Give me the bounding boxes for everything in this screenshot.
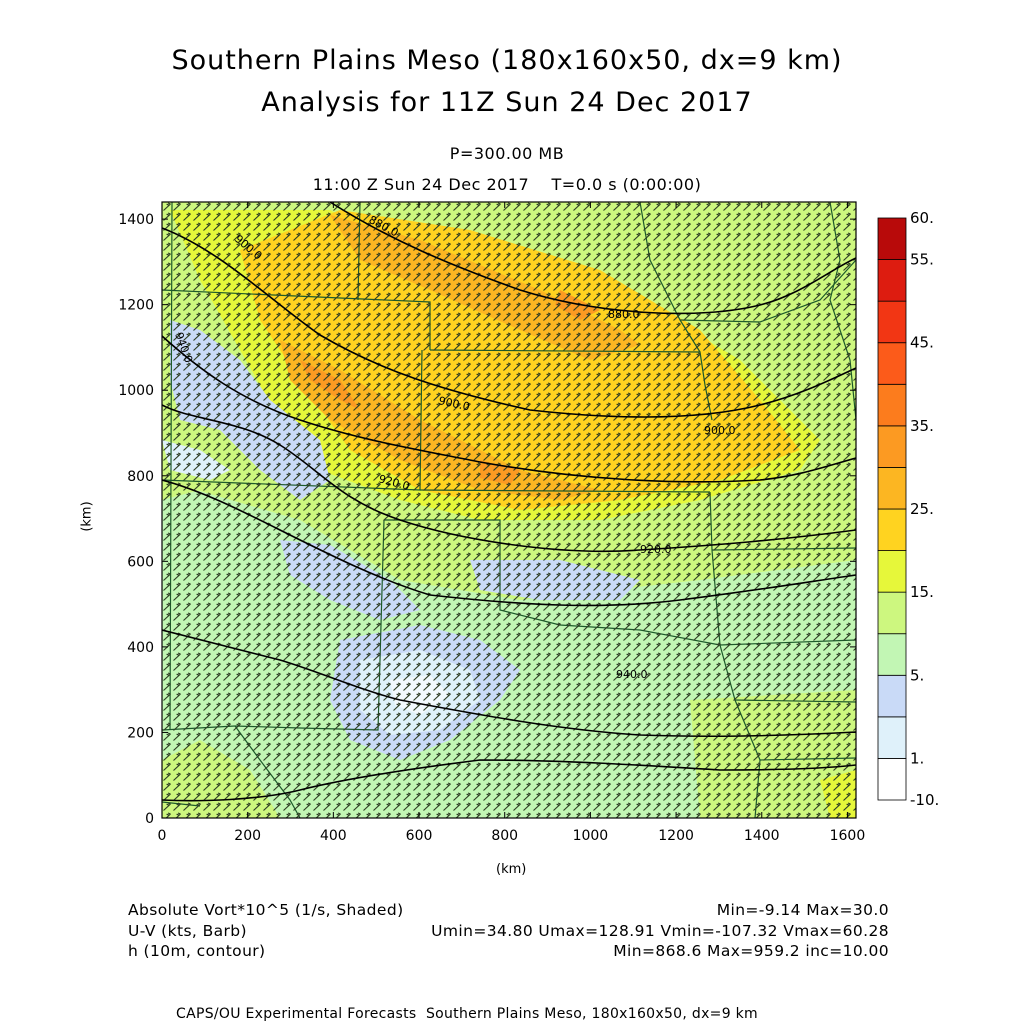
legend-var3-name: h (10m, contour) [128, 942, 266, 960]
colorbar-swatch [877, 674, 907, 718]
y-tick-label: 800 [127, 469, 154, 485]
x-tick-label: 200 [234, 828, 261, 844]
height-contours [162, 202, 856, 802]
y-axis-unit: (km) [79, 501, 95, 532]
colorbar-label: 25. [910, 500, 934, 518]
wind-barbs [162, 202, 856, 818]
contour-label: 940.0 [616, 668, 648, 681]
contour-label: 880.0 [608, 308, 640, 321]
y-tick-label: 200 [127, 725, 154, 741]
colorbar-swatch [877, 508, 907, 551]
contour-label: 920.0 [640, 543, 672, 556]
colorbar-swatch [877, 550, 907, 593]
legend-var1-name: Absolute Vort*10^5 (1/s, Shaded) [128, 901, 404, 919]
pressure-level: P=300.00 MB [449, 144, 565, 163]
contour-label: 900.0 [437, 394, 471, 413]
colorbar-swatch [877, 217, 907, 260]
colorbar-label: 15. [910, 583, 934, 601]
legend-var3-stats: Min=868.6 Max=959.2 inc=10.00 [613, 942, 889, 960]
legend-var2-stats: Umin=34.80 Umax=128.91 Vmin=-107.32 Vmax… [431, 922, 889, 940]
x-tick-label: 800 [491, 828, 518, 844]
footer-credit: CAPS/OU Experimental Forecasts Southern … [176, 1006, 758, 1022]
colorbar-label: 45. [910, 334, 934, 352]
contour-label: 900.0 [704, 424, 736, 437]
x-tick-label: 1000 [573, 828, 609, 844]
y-tick-label: 1400 [118, 212, 154, 228]
x-tick-label: 1400 [744, 828, 780, 844]
colorbar-swatch [877, 758, 907, 801]
colorbar: 60. 55. 45. 35. 25. 15. 5. 1. -10. [877, 209, 939, 809]
colorbar-swatch [877, 425, 907, 468]
x-tick-label: 1200 [658, 828, 694, 844]
colorbar-label: 1. [910, 749, 924, 767]
colorbar-swatch [877, 300, 907, 344]
axes: 0 200 400 600 800 1000 1200 1400 1600 0 200 400 600 8… [118, 202, 865, 844]
colorbar-label: 60. [910, 209, 934, 227]
plot-frame [161, 201, 857, 819]
colorbar-swatch [877, 383, 907, 427]
legend-var2-name: U-V (kts, Barb) [128, 922, 247, 940]
colorbar-label: 55. [910, 251, 934, 269]
legend-var1-stats: Min=-9.14 Max=30.0 [716, 901, 889, 919]
y-tick-label: 400 [127, 640, 154, 656]
colorbar-swatch [877, 716, 907, 759]
x-tick-label: 0 [158, 828, 167, 844]
y-tick-label: 600 [127, 554, 154, 570]
x-tick-label: 400 [320, 828, 347, 844]
valid-time: 11:00 Z Sun 24 Dec 2017 T=0.0 s (0:00:00… [312, 175, 702, 194]
title-line-2: Analysis for 11Z Sun 24 Dec 2017 [261, 87, 753, 118]
colorbar-swatch [877, 259, 907, 302]
colorbar-swatch [877, 467, 907, 510]
colorbar-label: -10. [910, 791, 939, 809]
y-tick-label: 1000 [118, 383, 154, 399]
colorbar-swatch [877, 633, 907, 676]
title-line-1: Southern Plains Meso (180x160x50, dx=9 k… [171, 45, 843, 76]
colorbar-swatch [877, 342, 907, 385]
colorbar-label: 35. [910, 417, 934, 435]
x-tick-label: 600 [406, 828, 433, 844]
y-tick-label: 0 [145, 811, 154, 827]
x-tick-label: 1600 [830, 828, 866, 844]
y-tick-label: 1200 [118, 298, 154, 314]
colorbar-swatch [877, 591, 907, 635]
x-axis-unit: (km) [496, 862, 527, 877]
colorbar-label: 5. [910, 666, 924, 684]
